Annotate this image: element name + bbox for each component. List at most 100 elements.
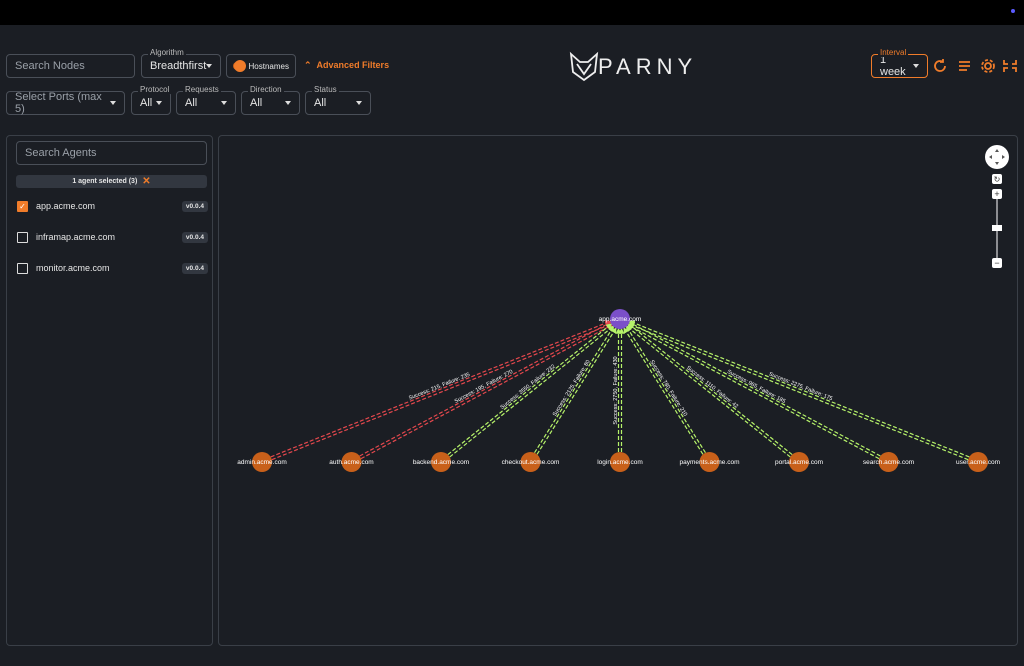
- advanced-filters[interactable]: ⌃ Advanced Filters: [304, 60, 390, 70]
- node-label: portal.acme.com: [775, 459, 823, 466]
- svg-text:−: −: [994, 258, 999, 268]
- agent-name: inframap.acme.com: [36, 232, 116, 242]
- field-label: Status: [312, 85, 339, 94]
- sidebar: Search Agents 1 agent selected (3) ✕ ✓ app…: [6, 135, 213, 646]
- settings-icon[interactable]: [984, 62, 992, 70]
- search-nodes[interactable]: Search Nodes: [6, 54, 135, 78]
- collapse-icon[interactable]: [1003, 60, 1017, 72]
- filter-select[interactable]: Direction All: [241, 85, 300, 115]
- edge: [536, 327, 617, 455]
- list-icon[interactable]: [959, 61, 970, 71]
- refresh-icon[interactable]: [934, 59, 946, 72]
- value: 1 week: [880, 54, 906, 78]
- interval-select[interactable]: Interval 1 week: [871, 48, 928, 78]
- edge: [534, 325, 615, 454]
- caret: [156, 101, 162, 105]
- checkbox[interactable]: [17, 262, 28, 274]
- node[interactable]: [699, 452, 720, 472]
- edge: [360, 324, 613, 460]
- edge: [270, 320, 612, 458]
- top-bar: [0, 0, 1024, 25]
- value: All: [250, 97, 263, 109]
- caret: [356, 101, 362, 105]
- caret: [221, 101, 227, 105]
- edge: [359, 321, 612, 457]
- node[interactable]: [252, 452, 272, 472]
- edge: [627, 323, 793, 456]
- edge-label: Success: 780, Failure: 210: [648, 359, 688, 417]
- field-label: Protocol: [138, 85, 172, 94]
- node-label: login.acme.com: [597, 459, 643, 466]
- search-agents[interactable]: Search Agents: [16, 141, 207, 165]
- logo: PARNY: [569, 51, 692, 82]
- center-label: app.acme.com: [599, 316, 642, 323]
- graph: ↻ + − Success: 215, Failure: 235admin.ac…: [237, 145, 1009, 472]
- node-label: checkout.acme.com: [502, 459, 560, 466]
- checkbox[interactable]: [17, 231, 28, 243]
- svg-text:↻: ↻: [994, 175, 1001, 184]
- agent-name: monitor.acme.com: [36, 263, 110, 273]
- node[interactable]: [520, 452, 541, 472]
- zoom-control[interactable]: ↻ + −: [985, 145, 1009, 268]
- node-label: search.acme.com: [863, 459, 914, 466]
- toolbar-icons: [934, 59, 1017, 73]
- node[interactable]: [341, 452, 362, 472]
- edge: [628, 321, 881, 457]
- placeholder: Select Ports (max 5): [15, 91, 102, 115]
- hostnames-toggle[interactable]: Hostnames: [226, 54, 296, 78]
- agent-row[interactable]: inframap.acme.com v0.0.4: [17, 229, 208, 245]
- agent-version: v0.0.4: [181, 231, 208, 243]
- node[interactable]: [789, 452, 809, 472]
- svg-text:+: +: [994, 189, 999, 199]
- value: All: [185, 97, 198, 109]
- placeholder: Search Nodes: [15, 60, 85, 72]
- edge: [449, 325, 615, 458]
- node-label: backend.acme.com: [413, 459, 469, 466]
- edge-label: Success: 2750, Failure: 430: [613, 356, 619, 424]
- graph-panel: ↻ + − Success: 215, Failure: 235 admin.ac…: [218, 135, 1018, 646]
- filter-select[interactable]: Requests All: [176, 85, 236, 115]
- checkbox[interactable]: ✓: [17, 200, 28, 212]
- agent-version: v0.0.4: [181, 200, 208, 212]
- field-label: Requests: [183, 85, 221, 94]
- edge: [627, 323, 969, 461]
- edge: [627, 324, 880, 460]
- algorithm-select[interactable]: Algorithm Breadthfirst: [141, 48, 221, 78]
- node[interactable]: [610, 452, 630, 472]
- node[interactable]: [431, 452, 451, 472]
- caret: [285, 101, 291, 105]
- node-label: admin.acme.com: [237, 459, 287, 466]
- chip-text: 1 agent selected (3): [72, 178, 138, 185]
- edge: [447, 323, 613, 456]
- filter-select[interactable]: Status All: [305, 85, 371, 115]
- center-node[interactable]: [610, 309, 630, 329]
- edge: [625, 325, 791, 458]
- filter-select[interactable]: Protocol All: [131, 85, 172, 115]
- field-label: Direction: [248, 85, 284, 94]
- agent-row[interactable]: ✓ app.acme.com v0.0.4: [17, 198, 208, 214]
- toggle-label: Hostnames: [248, 61, 289, 71]
- status-dot: [1011, 9, 1015, 13]
- agent-version: v0.0.4: [181, 262, 208, 274]
- placeholder: Search Agents: [25, 147, 97, 159]
- value: All: [140, 97, 153, 109]
- edge-label: Success: 2125, Failure: 80: [552, 359, 592, 417]
- clear-selection[interactable]: ✕: [142, 176, 151, 187]
- node[interactable]: [878, 452, 899, 472]
- node-label: user.acme.com: [956, 459, 1000, 466]
- value: All: [314, 97, 327, 109]
- selection-chip: 1 agent selected (3) ✕: [16, 175, 207, 188]
- link-text: Advanced Filters: [316, 60, 390, 70]
- node-label: auth.acme.com: [329, 459, 373, 466]
- ports-select[interactable]: Select Ports (max 5): [6, 91, 125, 115]
- field-label: Interval: [878, 48, 909, 57]
- edge: [271, 323, 613, 461]
- agent-row[interactable]: monitor.acme.com v0.0.4: [17, 260, 208, 276]
- value: Breadthfirst: [150, 60, 207, 72]
- agent-name: app.acme.com: [36, 201, 96, 211]
- field-label: Algorithm: [148, 48, 186, 57]
- edge: [628, 320, 970, 458]
- node[interactable]: [968, 452, 988, 472]
- node-label: payments.acme.com: [680, 459, 740, 466]
